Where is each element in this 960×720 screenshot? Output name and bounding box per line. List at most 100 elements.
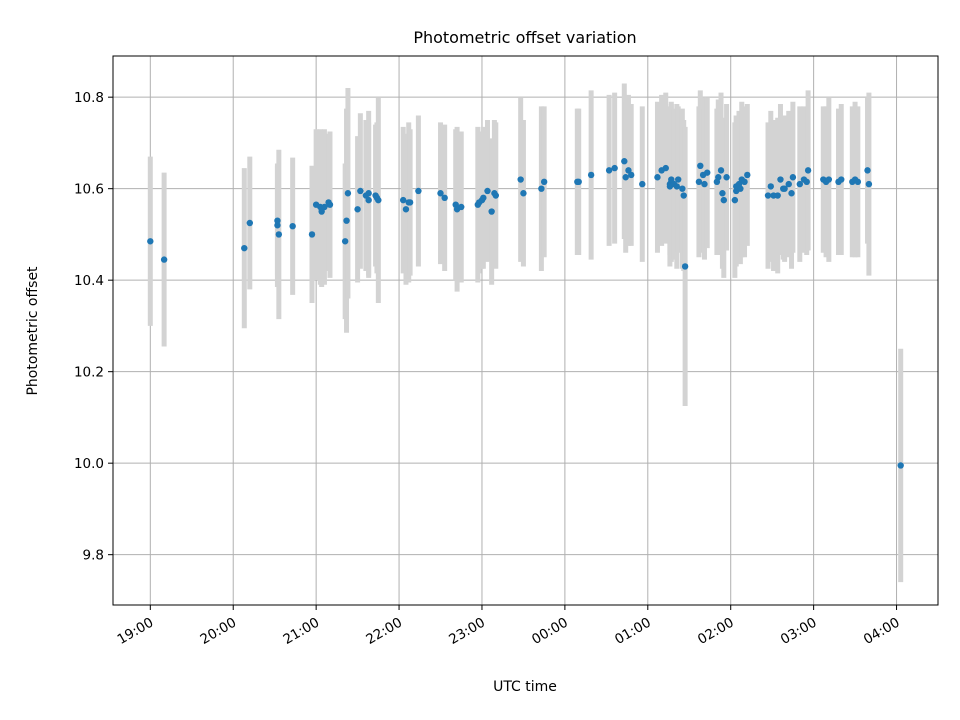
data-point: [681, 263, 689, 270]
data-point: [781, 185, 788, 192]
data-point: [704, 169, 711, 176]
data-point: [767, 183, 774, 190]
x-axis-label: UTC time: [493, 679, 557, 695]
data-point: [375, 196, 382, 204]
data-point: [679, 185, 686, 192]
data-point: [587, 171, 595, 179]
data-point: [365, 196, 372, 204]
data-point: [147, 238, 154, 245]
data-point: [289, 222, 296, 230]
data-point: [737, 185, 744, 192]
data-point: [719, 190, 726, 197]
error-bars: [147, 83, 904, 583]
data-point: [415, 187, 422, 195]
data-point: [621, 158, 628, 165]
x-tick-label: 22:00: [363, 615, 405, 648]
y-tick-label: 10.6: [74, 182, 104, 198]
data-point: [789, 174, 797, 181]
data-point: [662, 164, 669, 172]
data-point: [622, 174, 629, 181]
y-tick-label: 10.8: [74, 90, 104, 106]
data-point: [715, 174, 722, 181]
data-point: [321, 203, 328, 211]
data-point: [628, 171, 635, 179]
data-point: [785, 180, 792, 188]
y-axis-ticks: 9.8 10.0 10.2 10.4 10.6 10.8: [74, 90, 113, 564]
data-point: [723, 174, 730, 181]
data-point: [803, 178, 810, 186]
data-point: [788, 190, 795, 197]
x-tick-label: 20:00: [198, 615, 240, 648]
data-point: [406, 199, 414, 206]
data-point: [731, 196, 739, 204]
data-point: [357, 187, 364, 195]
x-tick-label: 23:00: [446, 615, 488, 648]
plot-frame: [112, 55, 939, 606]
data-point: [520, 190, 527, 197]
data-point: [538, 185, 545, 192]
data-point: [673, 183, 681, 190]
data-point: [437, 190, 444, 197]
data-point: [804, 167, 812, 174]
data-point: [274, 217, 281, 224]
data-point: [326, 201, 334, 208]
data-point: [517, 176, 524, 183]
data-point: [540, 178, 548, 186]
data-points: [147, 158, 904, 469]
data-point: [492, 192, 499, 199]
data-point: [744, 171, 751, 179]
data-point: [865, 180, 873, 188]
data-point: [484, 187, 491, 195]
y-tick-label: 9.8: [83, 548, 104, 564]
x-tick-label: 03:00: [778, 615, 820, 648]
data-point: [695, 178, 703, 186]
data-point: [488, 208, 495, 215]
data-point: [741, 178, 748, 186]
x-axis-ticks: 19:00 20:00 21:00 22:00 23:00 00:00 01:00 02:00…: [115, 605, 903, 648]
data-point: [605, 167, 613, 174]
data-point: [825, 176, 833, 183]
x-tick-label: 04:00: [861, 615, 903, 648]
data-point: [354, 206, 361, 213]
data-point: [274, 222, 281, 229]
data-point: [838, 176, 845, 183]
x-tick-label: 19:00: [115, 615, 157, 648]
data-point: [341, 238, 349, 245]
y-tick-label: 10.4: [74, 273, 104, 289]
data-point: [774, 192, 781, 199]
data-point: [402, 206, 410, 213]
x-tick-label: 02:00: [695, 615, 737, 648]
data-point: [343, 217, 350, 224]
data-point: [701, 180, 708, 188]
data-point: [441, 194, 448, 202]
data-point: [611, 164, 618, 172]
data-point: [241, 244, 248, 252]
x-tick-label: 01:00: [612, 615, 654, 648]
data-point: [796, 180, 804, 188]
data-point: [680, 192, 687, 199]
data-point: [246, 219, 254, 227]
data-point: [654, 174, 661, 181]
data-point: [854, 178, 862, 186]
data-point: [697, 162, 704, 169]
data-point: [308, 231, 316, 238]
data-point: [639, 180, 646, 188]
data-point: [575, 178, 582, 186]
grid-lines: [113, 56, 938, 605]
y-tick-label: 10.2: [74, 365, 104, 381]
data-point: [764, 192, 772, 199]
x-tick-label: 21:00: [280, 615, 322, 648]
data-point: [777, 176, 784, 183]
data-point: [275, 231, 283, 238]
data-point: [160, 256, 168, 263]
y-tick-label: 10.0: [74, 456, 104, 472]
data-point: [675, 176, 682, 183]
chart-title: Photometric offset variation: [413, 28, 636, 47]
y-axis-label: Photometric offset: [25, 266, 41, 396]
data-point: [897, 462, 904, 469]
data-point: [344, 190, 352, 197]
data-point: [717, 167, 725, 174]
data-point: [458, 203, 465, 211]
data-point: [400, 196, 407, 204]
x-tick-label: 00:00: [529, 615, 571, 648]
